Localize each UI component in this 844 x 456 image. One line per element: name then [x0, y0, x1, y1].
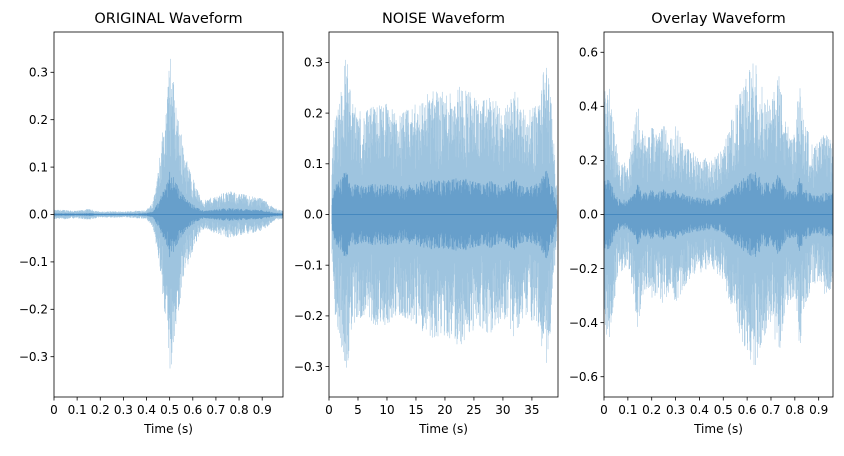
- y-tick-label: 0.2: [304, 106, 323, 120]
- y-tick-label: 0.1: [29, 160, 48, 174]
- x-tick-label: 0.3: [114, 403, 133, 417]
- x-tick-label: 0.7: [206, 403, 225, 417]
- chart-panel-1: −0.3 −0.2 −0.1 0.0 0.1 0.2 0.3 0 0.1 0.2 0.3 0.4 0.5…: [19, 11, 284, 436]
- chart-panel-3: −0.6 −0.4 −0.2 0.0 0.2 0.4 0.6 0 0.1 0.2 0.3 0.4 0.5…: [569, 11, 834, 436]
- y-tick-label: −0.3: [294, 360, 323, 374]
- y-tick-label: 0.1: [304, 157, 323, 171]
- y-tick-label: 0.0: [304, 208, 323, 222]
- x-tick-label: 10: [379, 403, 394, 417]
- x-tick-label: 0.2: [642, 403, 661, 417]
- y-tick-label: −0.2: [19, 303, 48, 317]
- x-tick-label: 0.6: [738, 403, 757, 417]
- x-tick-label: 0.5: [160, 403, 179, 417]
- chart-panel-2: −0.3 −0.2 −0.1 0.0 0.1 0.2 0.3 0 5 10 15 20 25 30 35 NO…: [294, 11, 559, 436]
- y-tick-label: 0.2: [579, 154, 598, 168]
- waveform-series: [331, 59, 558, 368]
- y-tick-label: 0.3: [29, 65, 48, 79]
- y-tick-label: −0.4: [569, 316, 598, 330]
- x-tick-label: 0: [50, 403, 58, 417]
- x-tick-label: 0.1: [618, 403, 637, 417]
- y-tick-label: 0.0: [29, 208, 48, 222]
- x-axis-label: Time (s): [418, 422, 468, 436]
- x-axis-label: Time (s): [693, 422, 743, 436]
- waveform-series: [604, 63, 833, 365]
- y-tick-label: 0.6: [579, 45, 598, 59]
- x-tick-label: 15: [408, 403, 423, 417]
- y-tick-label: −0.6: [569, 370, 598, 384]
- y-tick-label: −0.2: [294, 309, 323, 323]
- x-tick-label: 30: [495, 403, 510, 417]
- x-tick-label: 0.4: [137, 403, 156, 417]
- x-tick-label: 0.2: [91, 403, 110, 417]
- x-tick-label: 0.9: [253, 403, 272, 417]
- waveform-series: [54, 58, 283, 369]
- x-tick-label: 0.3: [666, 403, 685, 417]
- x-tick-label: 0: [325, 403, 333, 417]
- x-tick-label: 35: [524, 403, 539, 417]
- chart-title: ORIGINAL Waveform: [94, 11, 242, 27]
- x-tick-label: 0.4: [690, 403, 709, 417]
- x-tick-label: 0.9: [809, 403, 828, 417]
- x-tick-label: 0: [600, 403, 608, 417]
- x-tick-label: 0.8: [230, 403, 249, 417]
- y-tick-label: 0.3: [304, 56, 323, 70]
- y-tick-label: 0.4: [579, 100, 598, 114]
- x-tick-label: 20: [437, 403, 452, 417]
- x-tick-label: 0.5: [714, 403, 733, 417]
- y-tick-label: −0.1: [294, 258, 323, 272]
- x-tick-label: 0.6: [183, 403, 202, 417]
- y-tick-label: −0.2: [569, 262, 598, 276]
- x-tick-label: 5: [354, 403, 362, 417]
- y-tick-label: 0.2: [29, 113, 48, 127]
- chart-title: NOISE Waveform: [382, 11, 505, 27]
- y-tick-label: −0.3: [19, 350, 48, 364]
- chart-title: Overlay Waveform: [651, 11, 786, 27]
- x-tick-label: 25: [466, 403, 481, 417]
- x-tick-label: 0.1: [68, 403, 87, 417]
- y-tick-label: 0.0: [579, 208, 598, 222]
- y-tick-label: −0.1: [19, 255, 48, 269]
- x-tick-label: 0.8: [785, 403, 804, 417]
- x-axis-label: Time (s): [143, 422, 193, 436]
- x-tick-label: 0.7: [761, 403, 780, 417]
